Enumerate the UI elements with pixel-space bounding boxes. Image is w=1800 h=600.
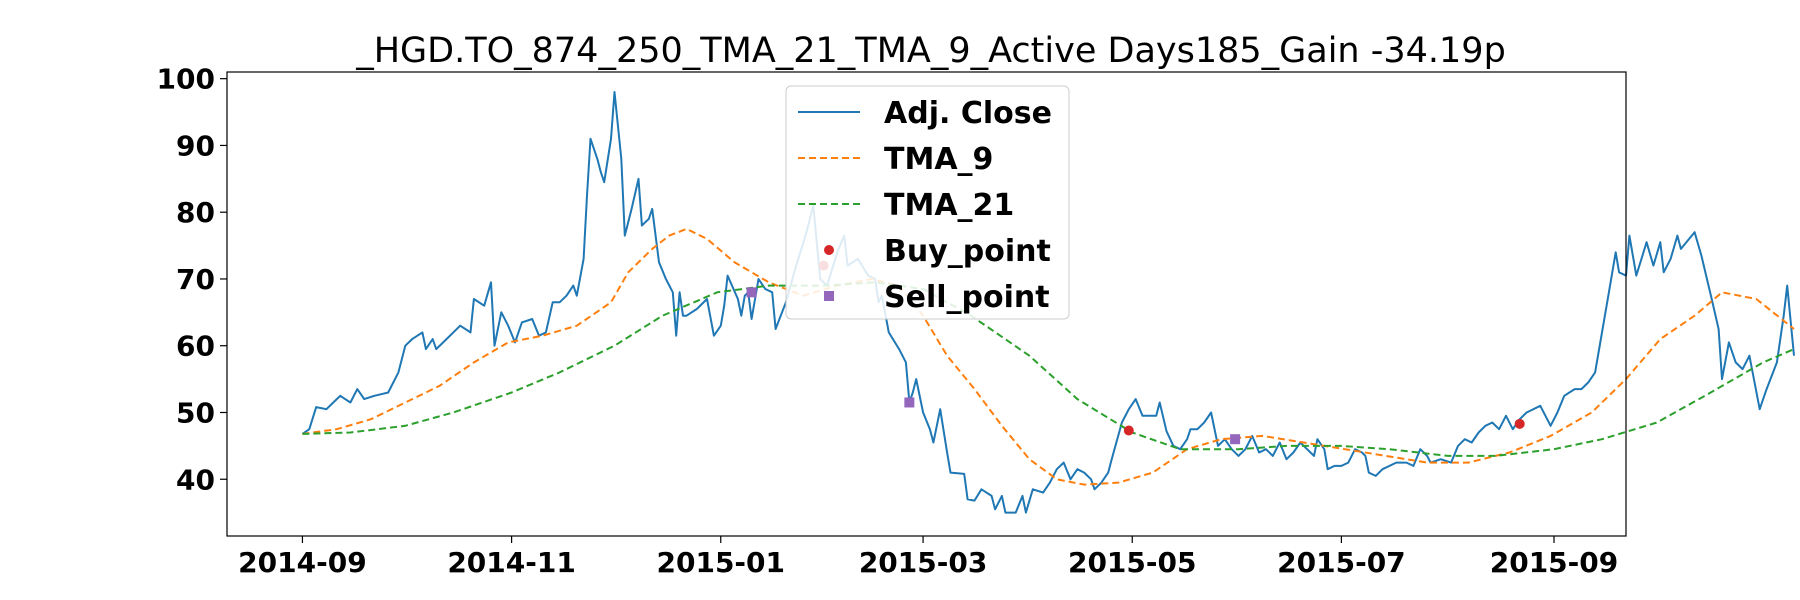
- legend-label-sell-point: Sell_point: [884, 280, 1050, 315]
- series-line-adj-close: [301, 91, 1795, 514]
- buy-point-marker: [1514, 418, 1525, 429]
- y-tick-label: 40: [176, 463, 215, 496]
- series-line-tma-9: [302, 227, 1795, 486]
- sell-point-marker: [1230, 434, 1241, 445]
- y-tick-label: 80: [176, 196, 215, 229]
- y-tick-label: 60: [176, 330, 215, 363]
- y-tick-label: 90: [176, 129, 215, 162]
- legend-box: [785, 85, 1070, 320]
- legend-label-adj-close: Adj. Close: [884, 96, 1052, 131]
- axes: 40 50 60 70 80 90 100 2014-09 2014-11 2015-01 2015…: [157, 63, 1619, 579]
- sell-point-marker: [904, 397, 915, 408]
- legend-swatch-sell-point: [824, 291, 834, 301]
- legend-label-tma-9: TMA_9: [884, 142, 993, 177]
- y-tick-label: 100: [157, 63, 215, 96]
- sell-point-marker: [746, 287, 757, 298]
- legend: Adj. Close TMA_9 TMA_21 Buy_point Sell_point: [785, 85, 1070, 320]
- legend-label-tma-21: TMA_21: [884, 188, 1014, 223]
- y-tick-label: 70: [176, 263, 215, 296]
- x-tick-label: 2014-11: [447, 546, 576, 579]
- buy-point-marker: [1123, 425, 1134, 436]
- legend-swatch-buy-point: [824, 245, 834, 255]
- chart-title: _HGD.TO_874_250_TMA_21_TMA_9_Active Days…: [355, 31, 1506, 71]
- series-line-tma-21: [302, 281, 1795, 457]
- x-tick-label: 2015-03: [859, 546, 988, 579]
- y-tick-label: 50: [176, 396, 215, 429]
- x-tick-label: 2015-07: [1277, 546, 1406, 579]
- x-tick-label: 2014-09: [238, 546, 367, 579]
- x-tick-label: 2015-09: [1490, 546, 1619, 579]
- plot-frame: [226, 71, 1627, 537]
- legend-label-buy-point: Buy_point: [884, 234, 1051, 269]
- x-tick-label: 2015-01: [657, 546, 786, 579]
- x-tick-label: 2015-05: [1068, 546, 1197, 579]
